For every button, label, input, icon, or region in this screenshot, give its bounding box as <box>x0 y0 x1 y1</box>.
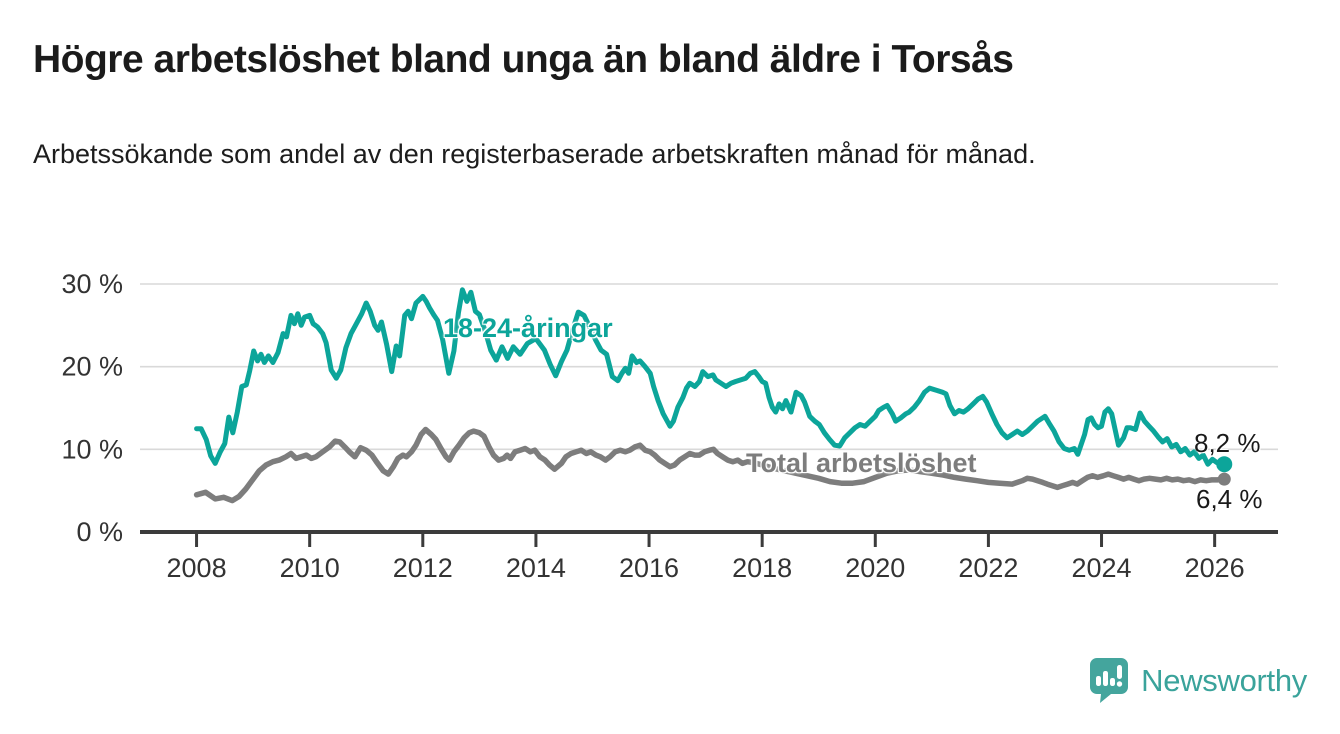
svg-text:20 %: 20 % <box>61 352 123 382</box>
svg-text:2010: 2010 <box>280 553 340 583</box>
svg-text:2026: 2026 <box>1185 553 1245 583</box>
svg-text:2014: 2014 <box>506 553 566 583</box>
brand-name: Newsworthy <box>1141 662 1307 698</box>
end-value-total: 6,4 % <box>1196 484 1263 514</box>
end-value-young: 8,2 % <box>1194 428 1261 458</box>
svg-text:2022: 2022 <box>958 553 1018 583</box>
svg-text:2020: 2020 <box>845 553 905 583</box>
newsworthy-logo: Newsworthy <box>1089 657 1307 704</box>
svg-text:2016: 2016 <box>619 553 679 583</box>
series-label-young: 18-24-åringar <box>443 313 613 343</box>
svg-text:0 %: 0 % <box>76 517 123 547</box>
page-title: Högre arbetslöshet bland unga än bland ä… <box>33 38 1014 81</box>
series-label-total: Total arbetslöshet <box>746 448 977 478</box>
bar-chart-speech-bubble-icon <box>1090 658 1129 703</box>
svg-text:2024: 2024 <box>1071 553 1131 583</box>
svg-text:10 %: 10 % <box>61 434 123 464</box>
svg-text:2018: 2018 <box>732 553 792 583</box>
page-subtitle: Arbetssökande som andel av den registerb… <box>33 139 1036 169</box>
svg-text:30 %: 30 % <box>61 269 123 299</box>
svg-text:2008: 2008 <box>167 553 227 583</box>
svg-text:2012: 2012 <box>393 553 453 583</box>
